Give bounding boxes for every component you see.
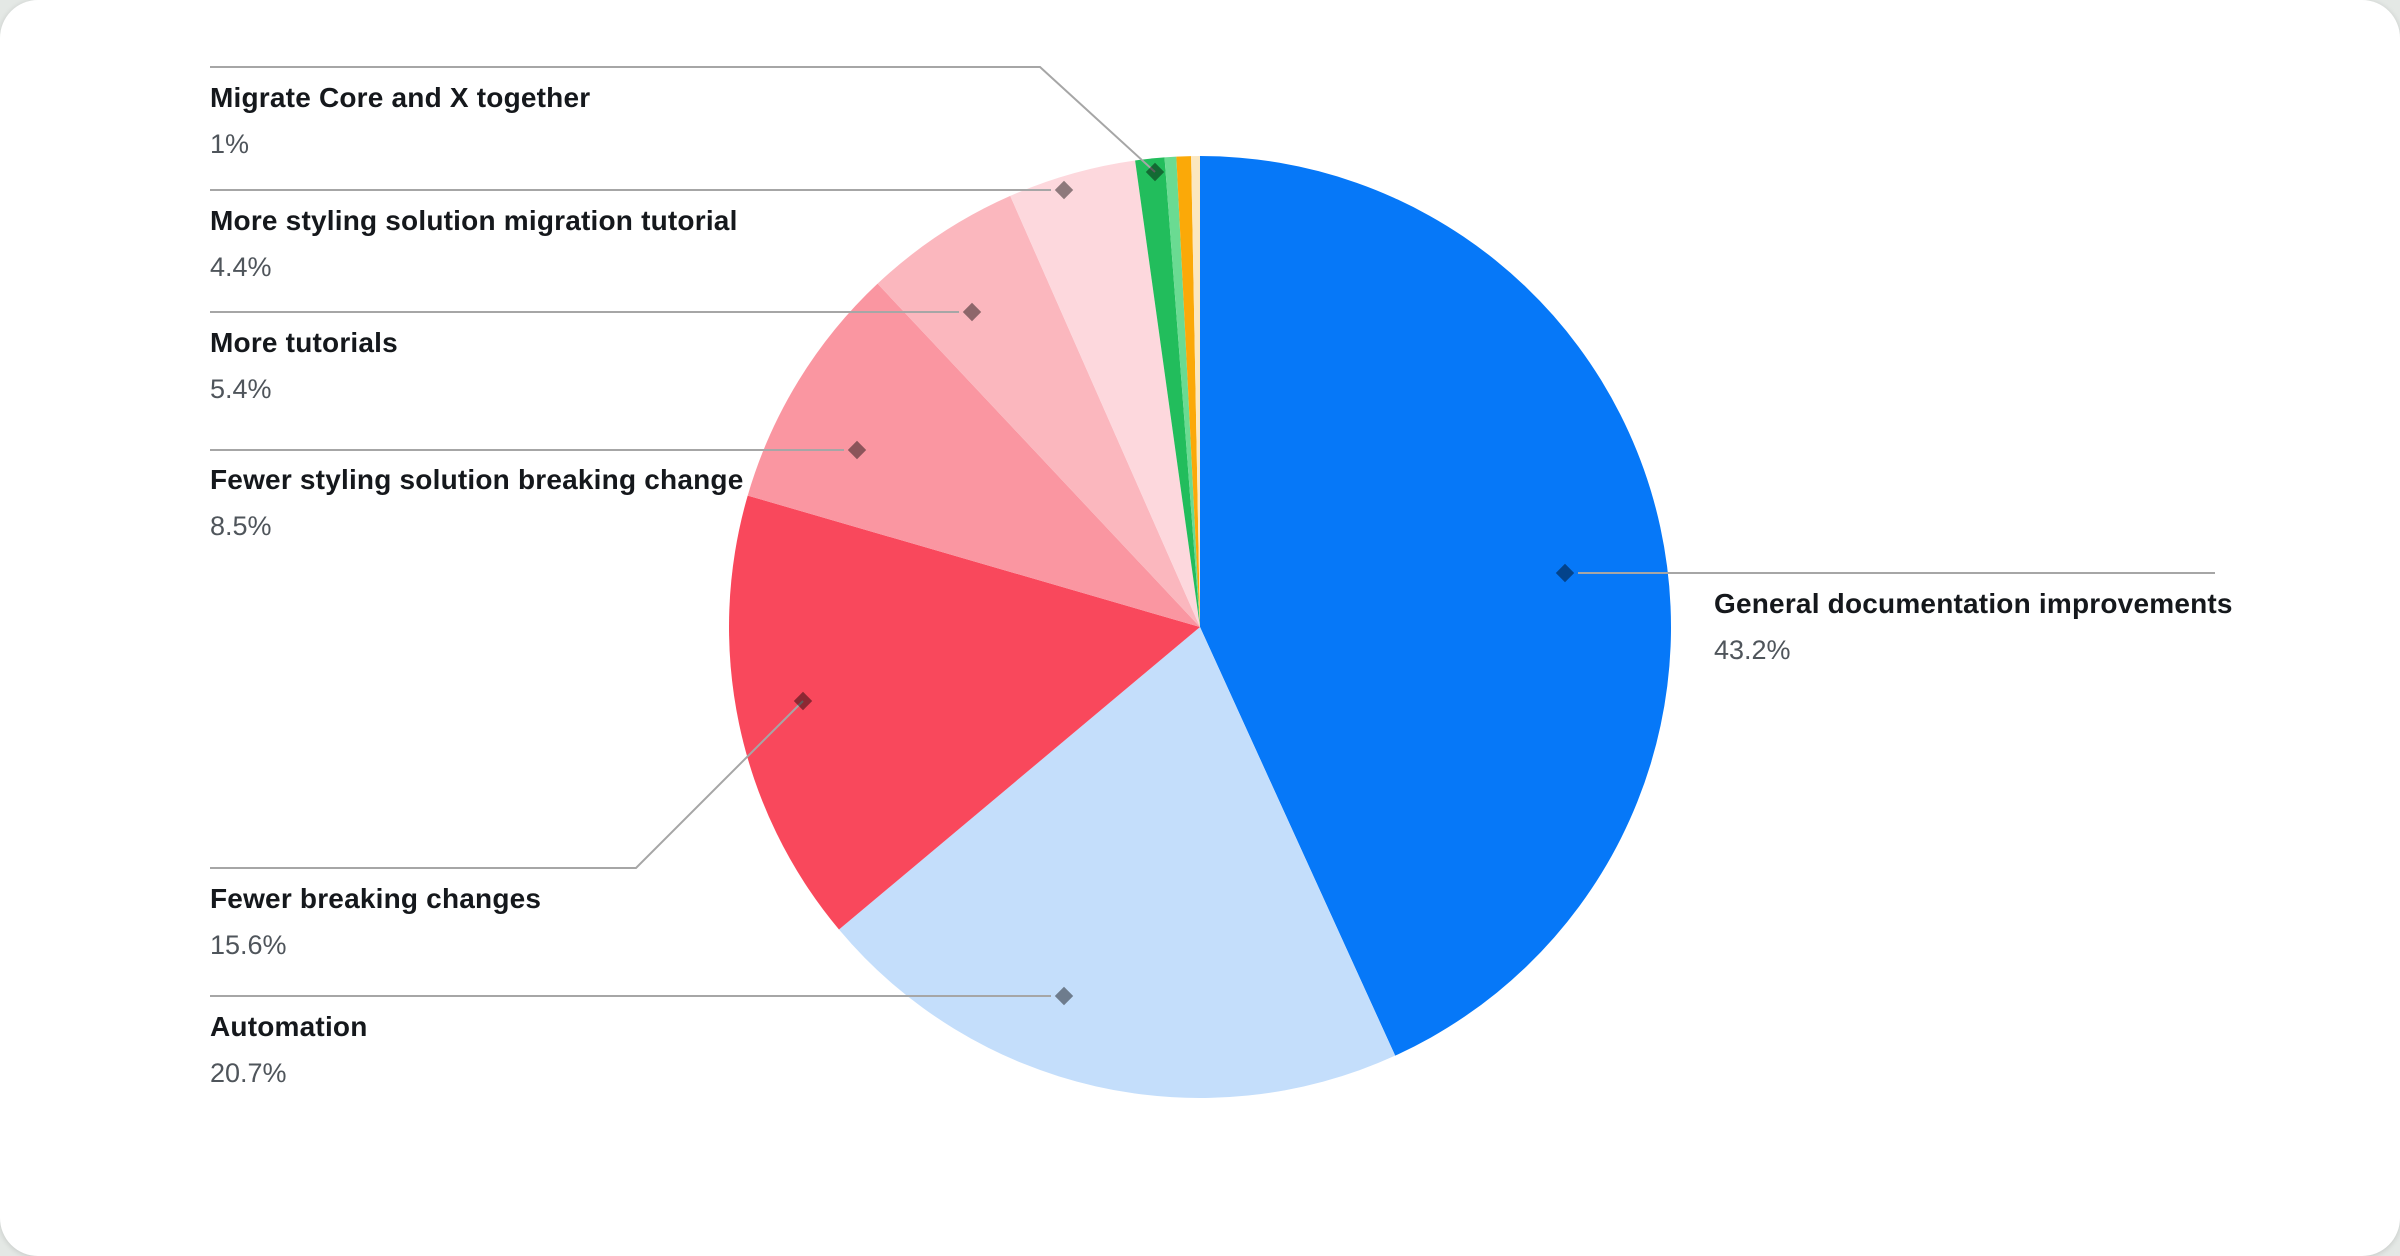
leader-dot bbox=[793, 691, 813, 711]
pie-slice-unlabeled-8[interactable] bbox=[1176, 156, 1200, 627]
leader-dot bbox=[962, 302, 982, 322]
pie-slice-unlabeled-7[interactable] bbox=[1164, 156, 1200, 627]
leader-dot bbox=[1145, 162, 1165, 182]
pie-slice-unlabeled-9[interactable] bbox=[1191, 155, 1200, 628]
leader-dot bbox=[1555, 563, 1575, 583]
pie-slice-automation[interactable] bbox=[838, 627, 1396, 1099]
pie-slice-fewer-breaking-changes[interactable] bbox=[728, 495, 1200, 930]
leader-line bbox=[210, 700, 804, 869]
pie-slice-more-styling-solution-migration-tutorial[interactable] bbox=[1010, 160, 1200, 628]
pie-slice-general-documentation-improvements[interactable] bbox=[1200, 156, 1671, 1056]
leader-dot bbox=[847, 440, 867, 460]
leader-line bbox=[210, 66, 1156, 173]
pie-slice-more-tutorials[interactable] bbox=[877, 195, 1200, 628]
leader-dot bbox=[1054, 986, 1074, 1006]
pie-slice-fewer-styling-solution-breaking-change[interactable] bbox=[747, 283, 1200, 627]
pie-slice-migrate-core-and-x-together[interactable] bbox=[1135, 157, 1200, 627]
leader-dot bbox=[1054, 180, 1074, 200]
